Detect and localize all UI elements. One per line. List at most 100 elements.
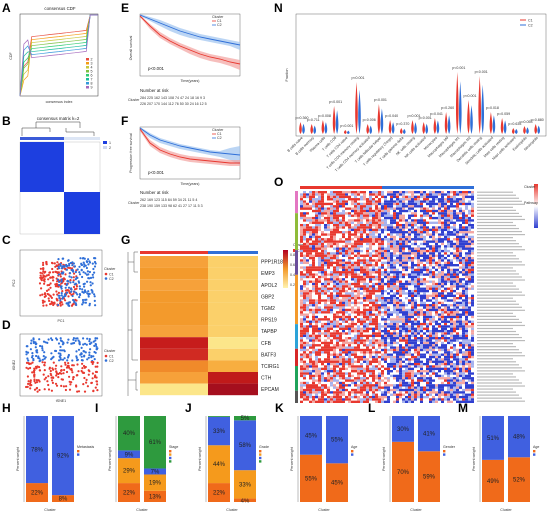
o-cell (366, 297, 369, 300)
o-cell (462, 304, 465, 307)
o-cell (339, 344, 342, 347)
tsne-point-c1 (38, 369, 41, 372)
o-cell (411, 362, 414, 366)
o-cell (456, 313, 459, 316)
violin-c2 (324, 122, 328, 134)
o-cell (345, 294, 348, 297)
o-cell (462, 226, 465, 229)
o-cell (342, 325, 345, 328)
o-cell (405, 195, 408, 199)
o-cell (420, 273, 423, 276)
o-cell (318, 287, 321, 290)
o-cell (471, 259, 474, 262)
o-cell (306, 212, 309, 215)
tsne-point-c1 (62, 372, 65, 375)
tsne-point-c2 (36, 351, 39, 354)
o-cell (453, 339, 456, 342)
o-cell (318, 214, 321, 217)
o-cell (312, 365, 315, 368)
o-cell (402, 346, 405, 349)
o-cell (468, 353, 471, 356)
o-cell (369, 334, 372, 338)
o-cell (408, 214, 411, 217)
o-cell (408, 395, 411, 399)
o-cell (327, 266, 330, 269)
o-cell (309, 271, 312, 274)
o-cell (342, 280, 345, 283)
o-cell (381, 348, 384, 352)
o-cell (384, 318, 387, 321)
o-cell (336, 313, 339, 316)
o-cell (393, 386, 396, 389)
o-cell (402, 268, 405, 272)
o-cell (399, 308, 402, 312)
o-cell (438, 360, 441, 363)
o-cell (354, 209, 357, 213)
o-cell (399, 299, 402, 302)
o-cell (465, 351, 468, 354)
pca-point-c2 (91, 262, 94, 265)
o-cell (330, 367, 333, 371)
o-cell (393, 275, 396, 279)
o-cell (468, 259, 471, 262)
o-cell (303, 235, 306, 239)
pca-point-c2 (87, 290, 90, 293)
o-cell (471, 198, 474, 201)
o-cell (390, 240, 393, 243)
panel-f-curve-c2 (139, 127, 241, 156)
o-cell (342, 393, 345, 396)
o-cell (435, 337, 438, 340)
o-cell (348, 256, 351, 260)
o-cell (342, 348, 345, 352)
o-cell (306, 271, 309, 274)
o-cell (471, 280, 474, 283)
tsne-point-c2 (80, 359, 83, 362)
o-cell (381, 355, 384, 359)
tsne-point-c1 (65, 385, 68, 388)
o-cell (369, 322, 372, 326)
o-cell (348, 346, 351, 349)
panel-g-heatmap: PPP1R18EMP3APOL2GBP2TGM2RPS19TAPBPCFBBAT… (127, 243, 305, 396)
o-cell (315, 238, 318, 241)
o-cell (378, 285, 381, 288)
o-cell (366, 271, 369, 274)
tsne-point-c2 (67, 355, 70, 358)
o-cell (420, 266, 423, 269)
o-cell (303, 306, 306, 309)
o-cell (330, 374, 333, 378)
o-cell (357, 278, 360, 281)
o-cell (345, 191, 348, 194)
o-cell (420, 226, 423, 229)
o-cell (453, 200, 456, 203)
o-cell (441, 377, 444, 380)
o-cell (369, 320, 372, 323)
o-cell (387, 384, 390, 387)
panel-g-legend-title: Cluster (293, 243, 305, 247)
o-cell (459, 395, 462, 399)
o-cell (381, 191, 384, 194)
o-cell (438, 228, 441, 232)
o-cell (342, 254, 345, 257)
o-cell (300, 275, 303, 279)
o-cell (327, 320, 330, 323)
o-cell (441, 193, 444, 196)
tsne-point-c1 (64, 363, 67, 366)
o-cell (324, 344, 327, 347)
o-cell (414, 299, 417, 302)
o-cell (417, 365, 420, 368)
o-cell (324, 207, 327, 210)
o-cell (405, 209, 408, 213)
violin-c2 (313, 125, 317, 134)
tsne-point-c1 (83, 390, 87, 393)
o-cell (372, 344, 375, 347)
o-cell (402, 339, 405, 342)
o-cell (417, 249, 420, 253)
o-cell (354, 231, 357, 234)
o-cell (336, 261, 339, 265)
o-cell (417, 264, 420, 267)
o-cell (378, 249, 381, 253)
o-cell (324, 318, 327, 321)
o-cell (387, 264, 390, 267)
o-cell (330, 360, 333, 363)
